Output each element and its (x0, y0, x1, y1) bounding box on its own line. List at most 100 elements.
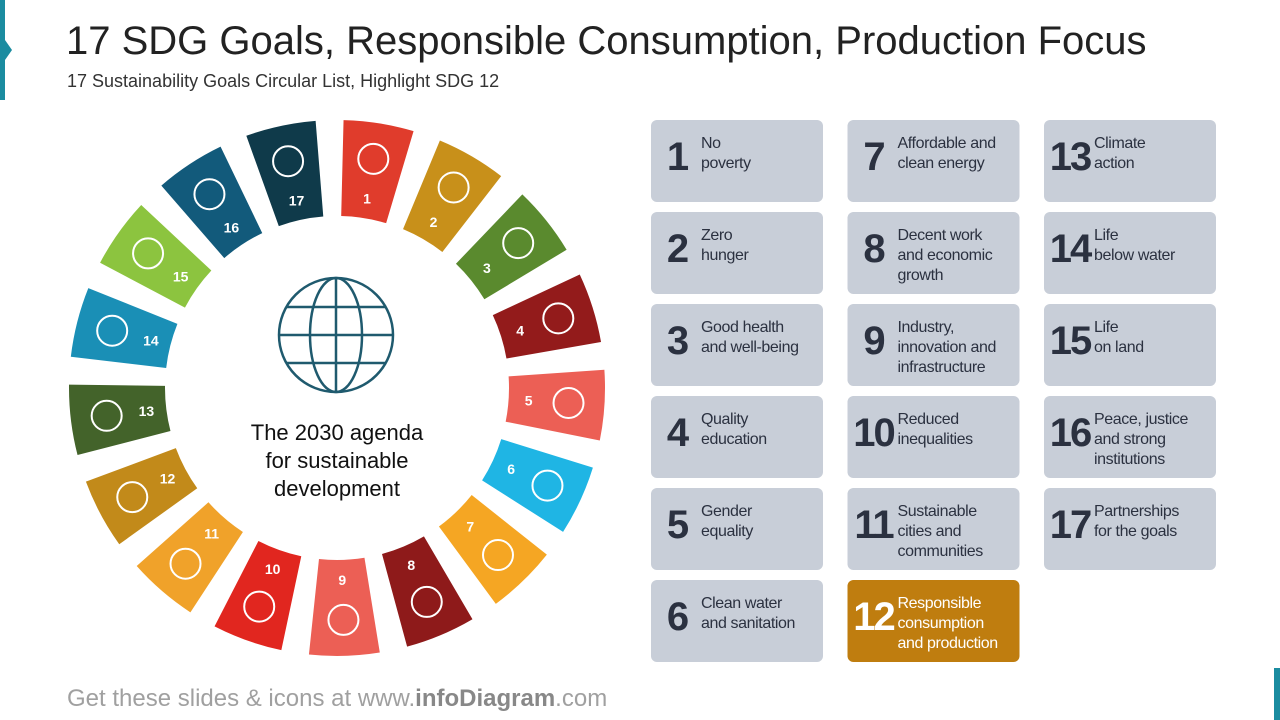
ring-segment (403, 140, 502, 253)
goal-label: Sustainable cities and communities (898, 503, 984, 560)
footer-part: infoDiagram (415, 685, 555, 712)
goal-number: 5 (667, 503, 689, 547)
goal-icon (410, 585, 443, 618)
goal-label: No poverty (701, 135, 751, 172)
goal-number: 14 (1050, 227, 1093, 271)
goal-card (1044, 488, 1216, 570)
ring-segment (161, 146, 263, 259)
goal-label: Partnerships for the goals (1094, 503, 1179, 540)
goal-card (847, 120, 1020, 202)
goal-icon (481, 539, 514, 572)
goal-icon (272, 145, 305, 178)
goal-label: Zero hunger (701, 227, 749, 264)
goal-icon (243, 590, 276, 623)
goal-card (1044, 304, 1216, 386)
goal-number: 3 (667, 319, 688, 363)
segment-number: 12 (160, 470, 176, 486)
goal-number: 1 (667, 135, 689, 179)
goal-number: 16 (1050, 411, 1091, 455)
segment-number: 4 (516, 322, 524, 338)
goal-card (651, 396, 823, 478)
footer-part: Get these slides & icons at www. (67, 685, 415, 712)
segment-number: 10 (265, 561, 281, 577)
goal-label: Reduced inequalities (898, 411, 974, 448)
goal-label: Responsible consumption and production (898, 595, 998, 652)
accent-bar (0, 0, 5, 100)
segment-number: 14 (143, 333, 159, 349)
ring-segment (69, 384, 171, 456)
goal-label: Affordable and clean energy (898, 135, 996, 172)
ring-segment (100, 204, 212, 308)
ring-segment (308, 557, 380, 656)
ring-segment (85, 448, 198, 545)
goal-number: 12 (853, 595, 894, 639)
goal-label: Industry, innovation and infrastructure (898, 319, 997, 376)
segment-number: 11 (204, 525, 219, 541)
goal-card (1044, 120, 1216, 202)
segment-number: 5 (525, 392, 533, 408)
goal-card (651, 488, 823, 570)
goal-label: Life on land (1094, 319, 1144, 356)
segment-number: 13 (139, 403, 155, 419)
segment-number: 6 (507, 461, 515, 477)
goal-number: 11 (854, 503, 894, 547)
goal-number: 17 (1050, 503, 1091, 547)
goal-label: Clean water and sanitation (701, 595, 795, 632)
goal-icon (90, 399, 123, 432)
goal-number: 6 (667, 595, 688, 639)
accent-arrow (5, 40, 12, 60)
center-text: The 2030 agenda for sustainable developmen… (251, 420, 424, 501)
title: 17 SDG Goals, Responsible Consumption, P… (66, 19, 1147, 63)
goal-card (847, 488, 1020, 570)
segment-number: 7 (466, 518, 474, 534)
segment-number: 8 (407, 557, 415, 573)
goal-label: Climate action (1094, 135, 1146, 172)
goal-number: 8 (863, 227, 885, 271)
segment-number: 3 (483, 260, 491, 276)
ring-segment (70, 288, 178, 368)
globe-icon (277, 276, 395, 394)
goal-label: Life below water (1094, 227, 1176, 264)
goal-card (847, 396, 1020, 478)
goal-icon (327, 603, 360, 636)
goal-label: Good health and well-being (701, 319, 799, 356)
ring-segment (341, 120, 414, 224)
goal-number: 15 (1050, 319, 1092, 363)
subtitle: 17 Sustainability Goals Circular List, H… (67, 71, 499, 91)
footer-part: .com (555, 685, 607, 712)
goal-icon (542, 302, 575, 335)
ring-segment (438, 494, 547, 604)
goal-icon (531, 469, 564, 502)
ring-segment (136, 502, 243, 613)
goal-number: 9 (863, 319, 884, 363)
ring-segment (482, 439, 593, 532)
segment-number: 2 (430, 214, 438, 230)
goal-icon (437, 171, 470, 204)
goal-number: 2 (667, 227, 688, 271)
segment-number: 1 (363, 190, 371, 206)
segment-number: 16 (224, 220, 240, 236)
goal-number: 7 (863, 135, 884, 179)
goal-card (847, 304, 1020, 386)
ring-segment (492, 274, 602, 359)
goal-icon (502, 227, 535, 260)
goal-label: Quality education (701, 411, 767, 448)
goal-icon (132, 237, 165, 270)
goal-card (847, 212, 1020, 294)
footer: Get these slides & icons at www.infoDiag… (67, 685, 607, 712)
goal-card (1044, 396, 1216, 478)
goal-card (651, 120, 823, 202)
segment-number: 17 (289, 192, 305, 208)
goal-icon (552, 386, 585, 419)
goal-card (651, 304, 823, 386)
ring-segment (246, 120, 324, 227)
ring-segment (381, 536, 473, 647)
goal-card (1044, 212, 1216, 294)
goal-icon (169, 547, 202, 580)
segment-number: 9 (338, 572, 346, 588)
goal-icon (357, 142, 390, 175)
goal-label: Peace, justice and strong institutions (1094, 411, 1189, 468)
segment-number: 15 (173, 269, 189, 285)
goal-number: 10 (853, 411, 894, 455)
